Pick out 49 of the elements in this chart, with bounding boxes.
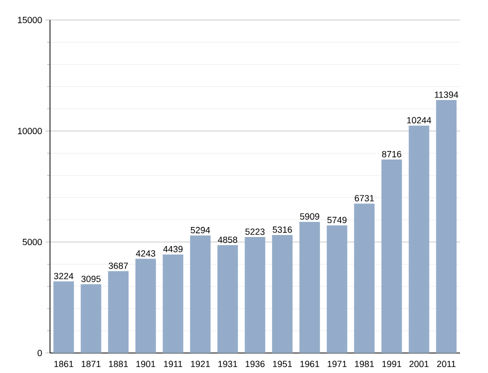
bar: [80, 284, 102, 353]
x-tick-label: 1951: [273, 360, 292, 368]
x-tick-label: 1901: [136, 360, 156, 368]
data-label: 3095: [81, 276, 101, 282]
x-tick-label: 1961: [300, 360, 320, 368]
x-tick-label: 1991: [382, 360, 402, 368]
data-label: 5749: [327, 216, 347, 224]
bar: [381, 160, 402, 353]
data-label: 5223: [245, 228, 265, 235]
data-label: 4439: [163, 246, 183, 252]
x-tick-label: 1981: [355, 360, 374, 368]
data-label: 4858: [218, 236, 238, 243]
data-label: 10244: [407, 117, 432, 124]
data-label: 6731: [354, 195, 374, 202]
x-tick-label: 1881: [109, 360, 128, 368]
data-label: 5316: [272, 226, 292, 233]
bar: [272, 234, 293, 353]
data-label: 5909: [300, 213, 320, 220]
x-tick-label: 2001: [409, 360, 429, 368]
x-tick-label: 2011: [437, 360, 456, 368]
data-label: 11394: [434, 92, 458, 98]
bar: [53, 281, 74, 353]
bar: [162, 254, 184, 353]
bar: [135, 258, 156, 353]
bar: [190, 235, 211, 353]
y-tick-label: 0: [38, 350, 42, 356]
bar: [326, 225, 348, 353]
data-label: 4243: [136, 250, 156, 257]
data-label: 8716: [382, 150, 402, 158]
bar: [408, 126, 430, 353]
bar: [217, 245, 238, 353]
data-label: 3687: [108, 262, 128, 269]
y-tick-label: 15000: [18, 16, 42, 24]
bar: [354, 204, 375, 353]
y-tick-label: 5000: [22, 238, 42, 246]
x-tick-label: 1936: [246, 360, 265, 368]
x-tick-label: 1971: [328, 360, 347, 368]
x-tick-label: 1861: [54, 360, 74, 368]
bar: [299, 222, 320, 353]
data-label: 3224: [54, 272, 74, 280]
x-tick-label: 1911: [164, 360, 182, 368]
x-tick-label: 1931: [218, 360, 238, 368]
x-tick-label: 1921: [191, 360, 210, 368]
bar: [436, 100, 457, 353]
y-tick-label: 10000: [18, 128, 42, 134]
x-tick-label: 1871: [82, 360, 101, 368]
bar: [108, 271, 129, 353]
bar: [244, 237, 266, 353]
data-label: 5294: [190, 226, 210, 234]
